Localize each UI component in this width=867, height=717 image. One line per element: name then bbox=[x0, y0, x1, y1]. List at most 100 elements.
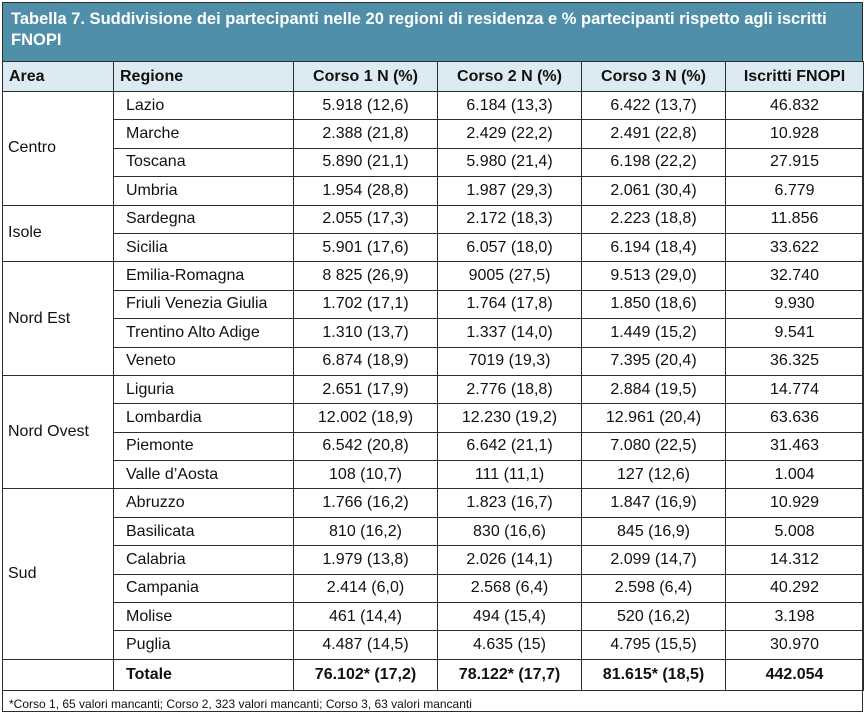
region-cell: Puglia bbox=[113, 630, 294, 660]
table-row: Sicilia 5.901 (17,6) 6.057 (18,0) 6.194 (18… bbox=[3, 232, 864, 263]
corso-2-cell: 1.987 (29,3) bbox=[437, 176, 582, 206]
corso-3-cell: 520 (16,2) bbox=[581, 602, 726, 632]
corso-3-cell: 6.194 (18,4) bbox=[581, 232, 726, 263]
corso-2-cell: 2.568 (6,4) bbox=[437, 573, 582, 604]
region-cell: Basilicata bbox=[113, 516, 294, 547]
corso-2-cell: 9005 (27,5) bbox=[437, 261, 582, 291]
header-regione: Regione bbox=[113, 61, 294, 92]
table-row: Puglia 4.487 (14,5) 4.635 (15) 4.795 (15,5)… bbox=[3, 630, 864, 660]
corso-3-cell: 2.491 (22,8) bbox=[581, 119, 726, 149]
corso-1-cell: 5.918 (12,6) bbox=[293, 90, 438, 121]
corso-1-cell: 1.954 (28,8) bbox=[293, 176, 438, 206]
corso-1-cell: 108 (10,7) bbox=[293, 460, 438, 490]
corso-2-cell: 6.057 (18,0) bbox=[437, 232, 582, 263]
corso-2-cell: 830 (16,6) bbox=[437, 516, 582, 547]
region-cell: Campania bbox=[113, 573, 294, 604]
region-cell: Trentino Alto Adige bbox=[113, 318, 294, 348]
corso-2-cell: 111 (11,1) bbox=[437, 460, 582, 490]
corso-1-cell: 6.542 (20,8) bbox=[293, 431, 438, 462]
corso-1-cell: 1.766 (16,2) bbox=[293, 488, 438, 518]
table-row: Trentino Alto Adige 1.310 (13,7) 1.337 (14… bbox=[3, 318, 864, 348]
corso-1-cell: 1.310 (13,7) bbox=[293, 318, 438, 348]
region-cell: Umbria bbox=[113, 176, 294, 206]
area-cell: Nord Ovest bbox=[2, 374, 114, 490]
region-cell: Toscana bbox=[113, 147, 294, 178]
corso-2-cell: 6.642 (21,1) bbox=[437, 431, 582, 462]
corso-3-cell: 12.961 (20,4) bbox=[581, 403, 726, 433]
corso-1-cell: 461 (14,4) bbox=[293, 602, 438, 632]
region-cell: Sardegna bbox=[113, 204, 294, 234]
total-area-empty bbox=[2, 658, 114, 691]
corso-2-cell: 6.184 (13,3) bbox=[437, 90, 582, 121]
region-cell: Marche bbox=[113, 119, 294, 149]
corso-1-cell: 8 825 (26,9) bbox=[293, 261, 438, 291]
table-row: Piemonte 6.542 (20,8) 6.642 (21,1) 7.080 (2… bbox=[3, 431, 864, 462]
total-corso-1: 76.102* (17,2) bbox=[293, 658, 438, 691]
iscritti-cell: 30.970 bbox=[725, 630, 864, 660]
corso-2-cell: 2.026 (14,1) bbox=[437, 545, 582, 575]
iscritti-cell: 63.636 bbox=[725, 403, 864, 433]
table-row: Campania 2.414 (6,0) 2.568 (6,4) 2.598 (6,4… bbox=[3, 573, 864, 604]
corso-1-cell: 5.890 (21,1) bbox=[293, 147, 438, 178]
total-row: Totale 76.102* (17,2) 78.122* (17,7) 81.615… bbox=[2, 658, 864, 691]
iscritti-cell: 10.928 bbox=[725, 119, 864, 149]
table-row: Centro Lazio 5.918 (12,6) 6.184 (13,3) 6.422… bbox=[2, 90, 864, 206]
table-row: Umbria 1.954 (28,8) 1.987 (29,3) 2.061 (30,… bbox=[3, 176, 864, 206]
corso-3-cell: 4.795 (15,5) bbox=[581, 630, 726, 660]
corso-2-cell: 1.823 (16,7) bbox=[437, 488, 582, 518]
header-corso-3: Corso 3 N (%) bbox=[581, 61, 726, 92]
region-cell: Lombardia bbox=[113, 403, 294, 433]
header-iscritti: Iscritti FNOPI bbox=[725, 61, 864, 92]
region-cell: Molise bbox=[113, 602, 294, 632]
iscritti-cell: 3.198 bbox=[725, 602, 864, 632]
iscritti-cell: 1.004 bbox=[725, 460, 864, 490]
region-cell: Liguria bbox=[113, 374, 294, 405]
total-iscritti: 442.054 bbox=[725, 658, 864, 691]
iscritti-cell: 11.856 bbox=[725, 204, 864, 234]
corso-3-cell: 2.061 (30,4) bbox=[581, 176, 726, 206]
iscritti-cell: 6.779 bbox=[725, 176, 864, 206]
iscritti-cell: 27.915 bbox=[725, 147, 864, 178]
corso-3-cell: 1.847 (16,9) bbox=[581, 488, 726, 518]
table-row: Lombardia 12.002 (18,9) 12.230 (19,2) 12.96… bbox=[3, 403, 864, 433]
corso-1-cell: 2.651 (17,9) bbox=[293, 374, 438, 405]
corso-2-cell: 494 (15,4) bbox=[437, 602, 582, 632]
table-row: Nord Est Emilia-Romagna 8 825 (26,9) 9005 (… bbox=[2, 261, 864, 376]
iscritti-cell: 10.929 bbox=[725, 488, 864, 518]
area-cell: Centro bbox=[2, 91, 114, 206]
iscritti-cell: 5.008 bbox=[725, 516, 864, 547]
region-cell: Abruzzo bbox=[113, 488, 294, 518]
corso-3-cell: 2.598 (6,4) bbox=[581, 573, 726, 604]
corso-2-cell: 1.337 (14,0) bbox=[437, 318, 582, 348]
corso-1-cell: 5.901 (17,6) bbox=[293, 232, 438, 263]
header-row: Area Regione Corso 1 N (%) Corso 2 N (%)… bbox=[2, 61, 864, 92]
table-row: Valle d’Aosta 108 (10,7) 111 (11,1) 127 (12… bbox=[3, 460, 864, 490]
iscritti-cell: 9.541 bbox=[725, 318, 864, 348]
table-row: Friuli Venezia Giulia 1.702 (17,1) 1.764 (… bbox=[3, 289, 864, 320]
corso-2-cell: 2.429 (22,2) bbox=[437, 119, 582, 149]
corso-3-cell: 845 (16,9) bbox=[581, 516, 726, 547]
region-cell: Lazio bbox=[113, 90, 294, 121]
corso-3-cell: 9.513 (29,0) bbox=[581, 261, 726, 291]
table-row: Nord Ovest Liguria 2.651 (17,9) 2.776 (18,8… bbox=[2, 374, 864, 490]
iscritti-cell: 46.832 bbox=[725, 90, 864, 121]
header-corso-2: Corso 2 N (%) bbox=[437, 61, 582, 92]
iscritti-cell: 14.774 bbox=[725, 374, 864, 405]
corso-1-cell: 6.874 (18,9) bbox=[293, 346, 438, 376]
iscritti-cell: 40.292 bbox=[725, 573, 864, 604]
corso-2-cell: 4.635 (15) bbox=[437, 630, 582, 660]
table-row: Sud Abruzzo 1.766 (16,2) 1.823 (16,7) 1.847 … bbox=[2, 488, 864, 660]
iscritti-cell: 31.463 bbox=[725, 431, 864, 462]
participants-table: Area Regione Corso 1 N (%) Corso 2 N (%)… bbox=[2, 61, 864, 691]
corso-3-cell: 2.099 (14,7) bbox=[581, 545, 726, 575]
corso-1-cell: 810 (16,2) bbox=[293, 516, 438, 547]
corso-2-cell: 5.980 (21,4) bbox=[437, 147, 582, 178]
region-cell: Piemonte bbox=[113, 431, 294, 462]
header-corso-1: Corso 1 N (%) bbox=[293, 61, 438, 92]
table-row: Toscana 5.890 (21,1) 5.980 (21,4) 6.198 (22… bbox=[3, 147, 864, 178]
total-corso-3: 81.615* (18,5) bbox=[581, 658, 726, 691]
region-cell: Veneto bbox=[113, 346, 294, 376]
region-cell: Valle d’Aosta bbox=[113, 460, 294, 490]
corso-3-cell: 6.422 (13,7) bbox=[581, 90, 726, 121]
